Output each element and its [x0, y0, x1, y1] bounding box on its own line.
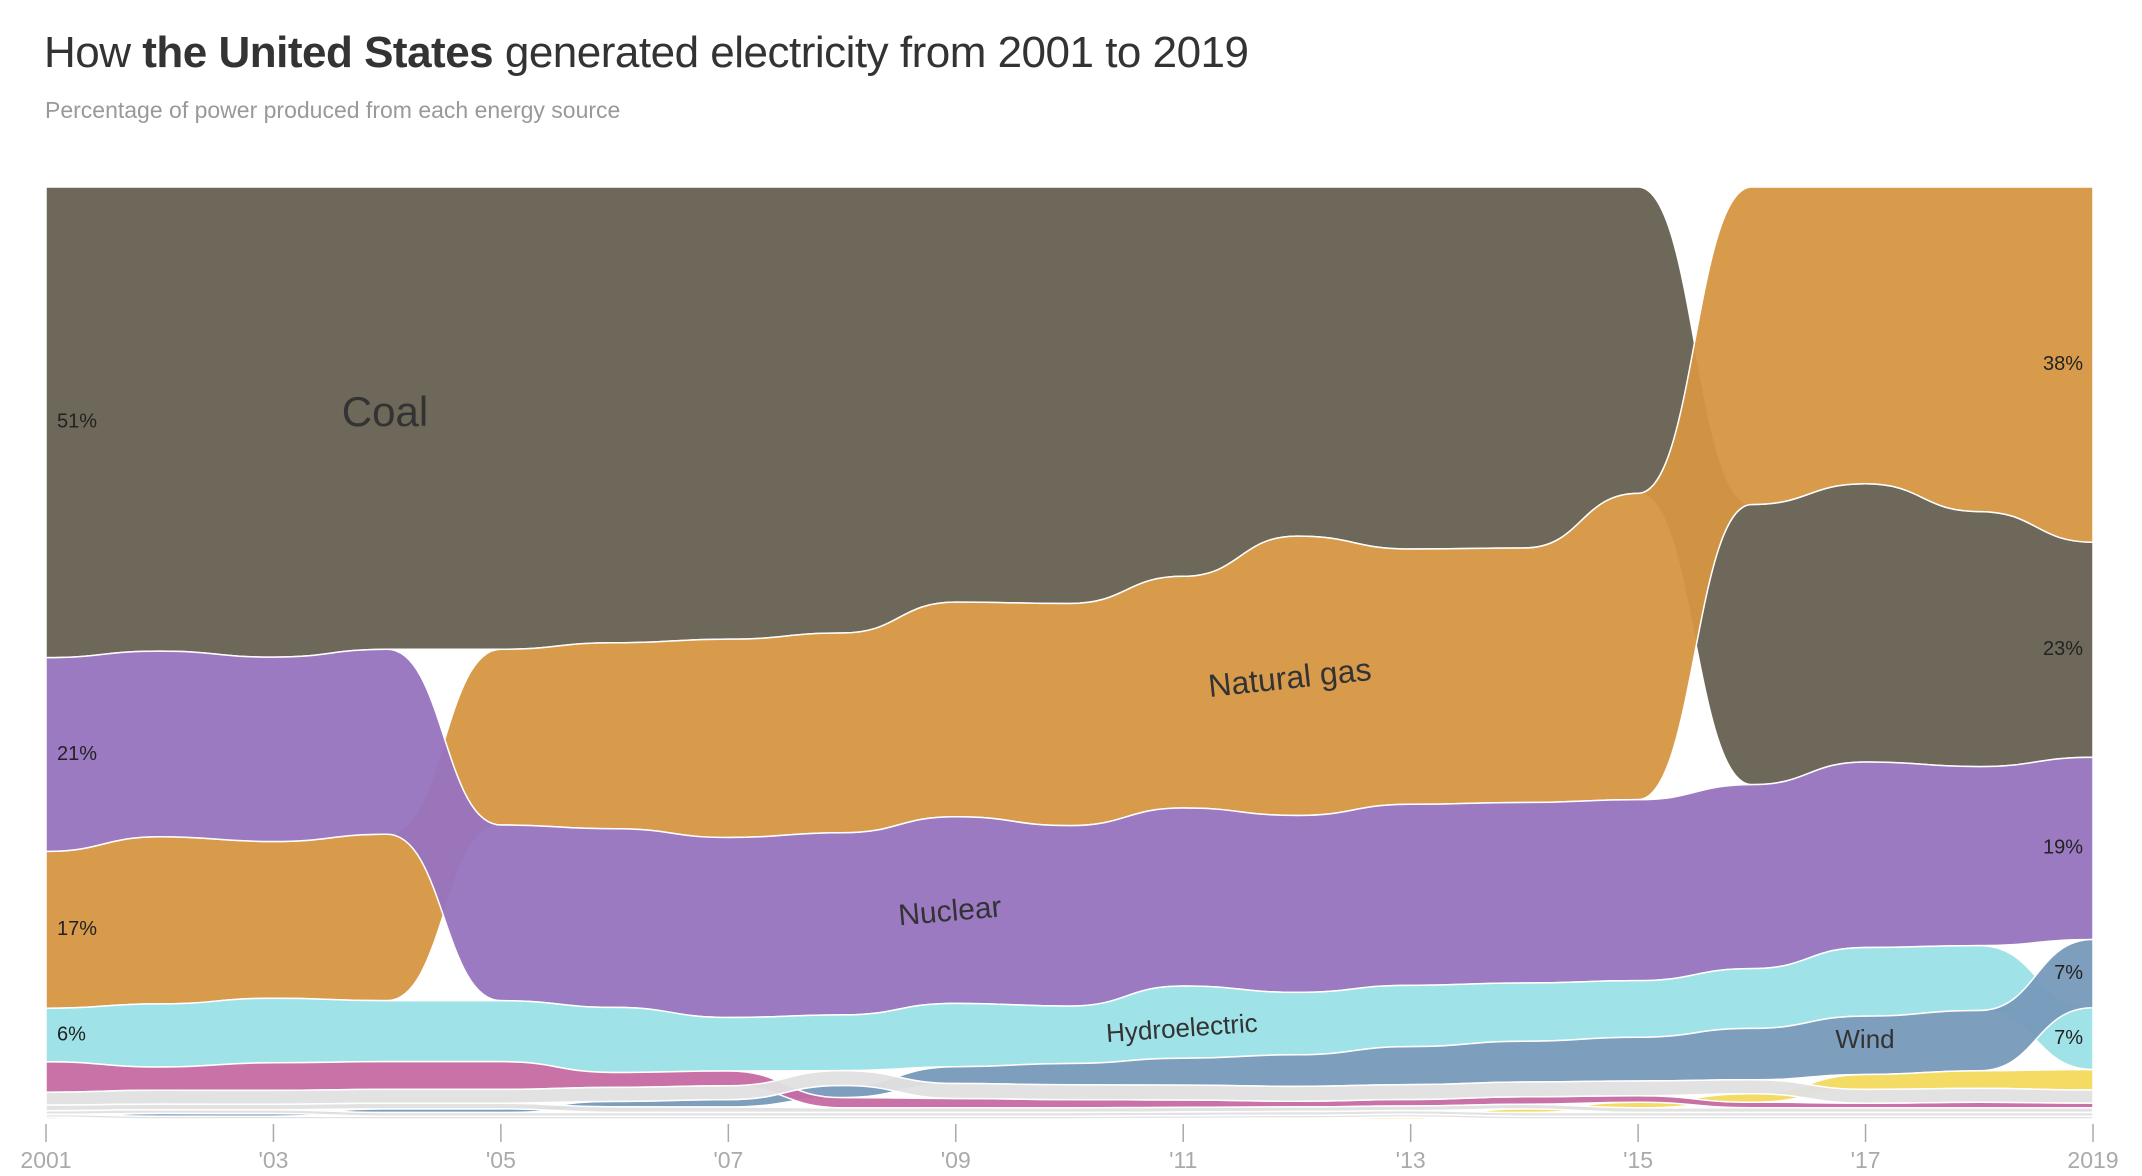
end-percent-label: 19%	[2043, 837, 2083, 859]
series-label-wind: Wind	[1835, 1024, 1894, 1054]
title-pre: How	[44, 28, 143, 77]
x-tick-label: '09	[941, 1147, 971, 1173]
x-tick-label: '13	[1396, 1147, 1426, 1173]
chart-subtitle: Percentage of power produced from each e…	[45, 97, 621, 123]
start-percent-label: 6%	[57, 1023, 86, 1045]
x-tick-label: '05	[486, 1147, 516, 1173]
series-areas	[45, 186, 2094, 1120]
title-bold: the United States	[142, 28, 494, 77]
x-tick-label: '11	[1169, 1147, 1197, 1173]
end-percent-label: 7%	[2054, 1027, 2083, 1049]
area-series-10	[45, 1113, 2094, 1120]
end-percent-label: 7%	[2054, 962, 2083, 984]
x-tick-label: 2001	[20, 1147, 71, 1173]
x-tick-label: '17	[1851, 1147, 1881, 1173]
series-label-coal: Coal	[342, 388, 428, 435]
end-percent-label: 23%	[2043, 638, 2083, 660]
x-axis: 2001 '03 '05 '07 '09 '11 '13 '15 '17 2019	[20, 1124, 2119, 1173]
x-tick-label: '07	[713, 1147, 743, 1173]
x-tick-label: '03	[258, 1147, 288, 1173]
end-percent-label: 38%	[2043, 353, 2083, 375]
start-percent-label: 21%	[57, 743, 97, 765]
start-percent-label: 51%	[57, 411, 97, 433]
chart-title: How the United States generated electric…	[44, 28, 1249, 78]
x-tick-label: '15	[1623, 1147, 1653, 1173]
title-post: generated electricity from 2001 to 2019	[493, 28, 1249, 77]
x-tick-label: 2019	[2067, 1147, 2118, 1173]
start-percent-label: 17%	[57, 918, 97, 940]
area-series-7	[45, 1069, 2094, 1106]
